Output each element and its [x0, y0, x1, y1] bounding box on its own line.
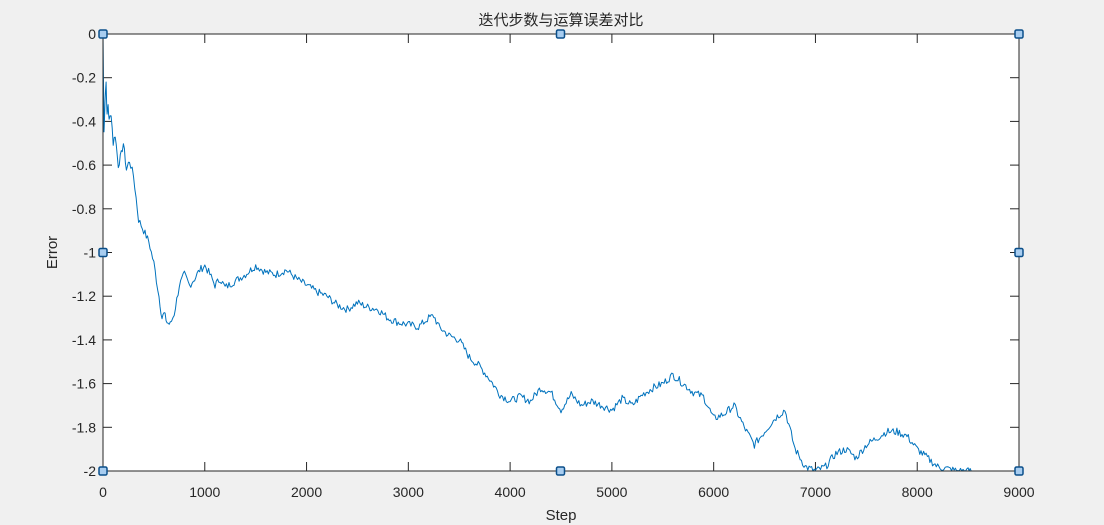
- resize-handle[interactable]: [555, 29, 566, 39]
- x-tick-label: 8000: [902, 484, 933, 500]
- y-axis-label: Error: [44, 236, 61, 269]
- x-tick-label: 6000: [698, 484, 729, 500]
- resize-handle[interactable]: [1014, 466, 1024, 476]
- y-tick-label: -0.4: [72, 113, 96, 129]
- resize-handle[interactable]: [98, 466, 108, 476]
- resize-handle[interactable]: [98, 247, 108, 258]
- y-tick-label: -1.2: [72, 288, 96, 304]
- x-tick-label: 4000: [495, 484, 526, 500]
- y-tick-label: -0.2: [72, 70, 96, 86]
- x-tick-label: 7000: [800, 484, 831, 500]
- resize-handle[interactable]: [555, 466, 566, 476]
- y-tick-label: -0.6: [72, 157, 96, 173]
- y-tick-label: -2: [84, 463, 97, 479]
- x-axis-label: Step: [546, 507, 577, 524]
- selection-handles[interactable]: [98, 29, 1024, 476]
- resize-handle[interactable]: [98, 29, 108, 39]
- y-tick-label: -1: [84, 245, 97, 261]
- y-tick-label: -1.6: [72, 376, 96, 392]
- error-series-line: [102, 33, 972, 472]
- y-tick-label: -1.4: [72, 332, 96, 348]
- plot-area: [103, 34, 1019, 471]
- resize-handle[interactable]: [1014, 29, 1024, 39]
- chart-title: 迭代步数与运算误差对比: [478, 11, 643, 29]
- x-tick-label: 0: [99, 484, 107, 500]
- y-tick-label: -0.8: [72, 201, 96, 217]
- axis-ticks: 0 1000 2000 3000 4000 5000 6000 7000 8000 9000 0 -0…: [72, 26, 1035, 500]
- x-tick-label: 2000: [291, 484, 322, 500]
- resize-handle[interactable]: [1014, 247, 1024, 258]
- x-tick-label: 3000: [393, 484, 424, 500]
- y-tick-label: 0: [88, 26, 96, 42]
- x-tick-label: 1000: [189, 484, 220, 500]
- x-tick-label: 5000: [596, 484, 627, 500]
- y-tick-label: -1.8: [72, 419, 96, 435]
- x-tick-label: 9000: [1003, 484, 1034, 500]
